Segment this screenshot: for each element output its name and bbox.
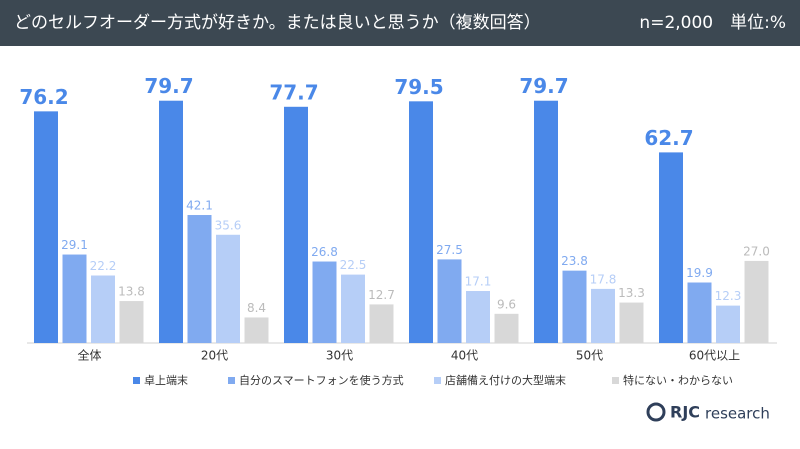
bar bbox=[312, 261, 337, 343]
chart-title: どのセルフオーダー方式が好きか。または良いと思うか（複数回答） bbox=[14, 13, 541, 33]
bar bbox=[562, 270, 587, 343]
bar bbox=[187, 215, 212, 343]
value-label: 35.6 bbox=[215, 218, 242, 232]
value-label: 42.1 bbox=[186, 199, 213, 213]
chart-subtitle: n=2,000 単位:% bbox=[639, 13, 786, 33]
value-label: 26.8 bbox=[311, 245, 338, 259]
value-label: 23.8 bbox=[561, 254, 588, 268]
bar bbox=[341, 274, 365, 343]
logo: RJC research bbox=[646, 402, 770, 423]
bar bbox=[534, 100, 558, 343]
value-label: 8.4 bbox=[247, 301, 266, 315]
bar bbox=[369, 304, 394, 343]
logo-icon bbox=[646, 402, 666, 422]
bar bbox=[34, 111, 58, 344]
value-label: 9.6 bbox=[497, 297, 516, 311]
value-label: 19.9 bbox=[686, 266, 713, 280]
value-label: 17.8 bbox=[590, 272, 617, 286]
bar bbox=[659, 152, 683, 343]
bar bbox=[216, 234, 240, 343]
bar bbox=[494, 313, 519, 343]
bar bbox=[466, 291, 490, 343]
value-label: 13.3 bbox=[618, 286, 645, 300]
bar bbox=[62, 254, 87, 343]
legend-swatch bbox=[228, 377, 235, 384]
bar bbox=[244, 317, 269, 343]
bar bbox=[159, 100, 183, 343]
value-label: 29.1 bbox=[61, 238, 88, 252]
bar bbox=[437, 259, 462, 343]
bar bbox=[716, 305, 740, 343]
value-label: 22.5 bbox=[340, 258, 367, 272]
legend-label: 卓上端末 bbox=[144, 373, 188, 387]
bar bbox=[284, 106, 308, 344]
bar bbox=[744, 260, 769, 343]
bar bbox=[591, 288, 615, 343]
x-tick-label: 全体 bbox=[77, 348, 101, 363]
bar bbox=[119, 301, 144, 343]
value-label: 79.7 bbox=[519, 74, 568, 98]
bar bbox=[619, 302, 644, 343]
value-label: 17.1 bbox=[465, 275, 492, 289]
value-label: 76.2 bbox=[19, 85, 68, 109]
logo-sub: research bbox=[705, 405, 770, 423]
legend-label: 特にない・わからない bbox=[623, 373, 733, 387]
legend-swatch bbox=[612, 377, 619, 384]
legend-label: 自分のスマートフォンを使う方式 bbox=[239, 373, 404, 387]
legend-swatch bbox=[434, 377, 441, 384]
header bbox=[0, 0, 800, 46]
value-label: 77.7 bbox=[269, 80, 318, 104]
legend-label: 店舗備え付けの大型端末 bbox=[445, 373, 566, 387]
value-label: 22.2 bbox=[90, 259, 117, 273]
x-tick-label: 20代 bbox=[201, 349, 228, 363]
bar bbox=[409, 101, 433, 343]
value-label: 27.0 bbox=[743, 244, 770, 258]
value-label: 12.3 bbox=[715, 289, 742, 303]
value-label: 13.8 bbox=[118, 285, 145, 299]
x-tick-label: 50代 bbox=[576, 349, 603, 363]
value-label: 79.7 bbox=[144, 74, 193, 98]
legend-swatch bbox=[133, 377, 140, 384]
value-label: 12.7 bbox=[368, 288, 395, 302]
bar bbox=[91, 275, 115, 343]
bar bbox=[687, 282, 712, 343]
x-tick-label: 30代 bbox=[326, 349, 353, 363]
value-label: 27.5 bbox=[436, 243, 463, 257]
logo-name: RJC bbox=[670, 403, 700, 422]
value-label: 79.5 bbox=[394, 75, 443, 99]
x-tick-label: 60代以上 bbox=[689, 349, 740, 363]
x-tick-label: 40代 bbox=[451, 349, 478, 363]
value-label: 62.7 bbox=[644, 126, 693, 150]
